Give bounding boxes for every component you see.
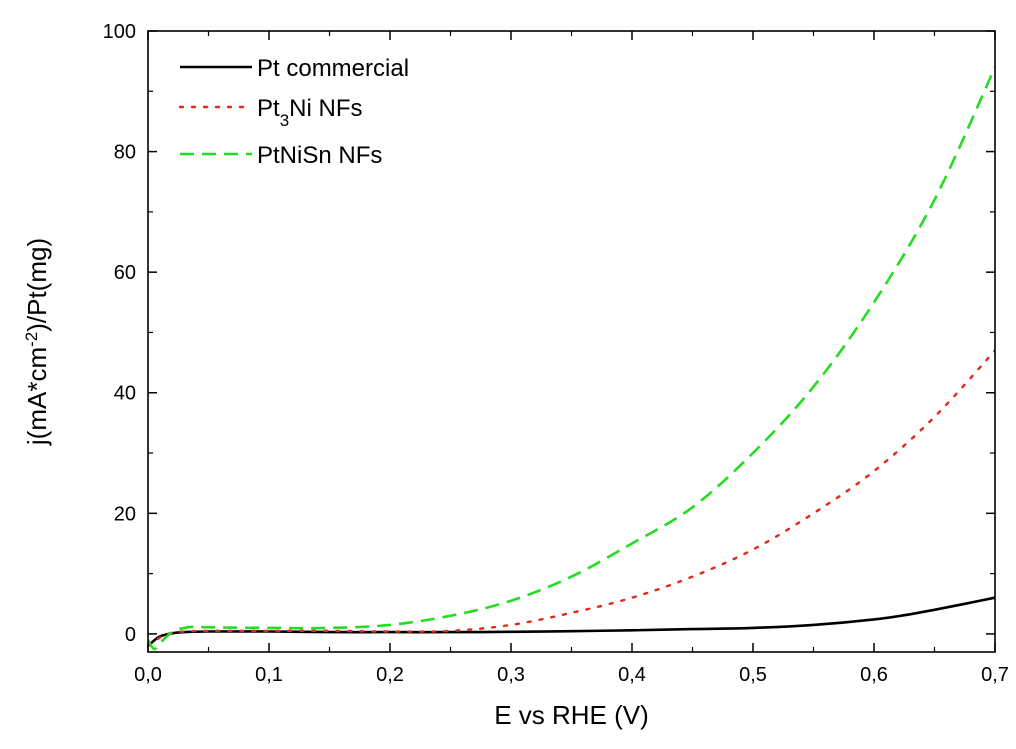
y-axis-title-rest: )/Pt(mg) (22, 238, 52, 332)
x-axis-title: E vs RHE (V) (494, 700, 649, 730)
y-tick-label: 0 (125, 624, 136, 646)
y-axis-title: j(mA*cm-2)/Pt(mg) (22, 238, 53, 446)
legend: Pt commercial Pt3Ni NFs PtNiSn NFs (178, 55, 409, 169)
x-tick-label: 0,4 (618, 664, 646, 686)
y-axis-title-superscript: -2 (22, 332, 41, 347)
legend-label-pt-commercial: Pt commercial (257, 55, 409, 82)
y-tick-label: 60 (114, 262, 136, 284)
legend-label-pt3ni-nfs: Pt3Ni NFs (257, 95, 362, 130)
x-tick-label: 0,1 (255, 664, 283, 686)
series-line-pt-commercial (148, 596, 995, 647)
x-tick-label: 0,3 (497, 664, 525, 686)
y-axis-title-main: j(mA*cm (22, 347, 52, 446)
y-tick-label: 80 (114, 142, 136, 164)
y-tick-label: 100 (103, 21, 136, 43)
legend-item-pt-commercial: Pt commercial (180, 55, 409, 82)
x-tick-label: 0,7 (981, 664, 1009, 686)
x-axis-ticks: 0,0 0,1 0,2 0,3 0,4 0,5 0,6 0,7 (134, 31, 1009, 686)
legend-label-ptnisn-nfs: PtNiSn NFs (257, 142, 382, 169)
series-layer (148, 66, 995, 651)
series-line-ptnisn-nfs (148, 66, 995, 651)
x-tick-label: 0,0 (134, 664, 162, 686)
series-line-pt3ni-nfs (148, 349, 995, 648)
legend-item-pt3ni-nfs: Pt3Ni NFs (178, 95, 362, 130)
y-tick-label: 40 (114, 383, 136, 405)
y-axis-ticks: 0 20 40 60 80 100 (103, 21, 995, 646)
svg-text:j(mA*cm-2)/Pt(mg): j(mA*cm-2)/Pt(mg) (22, 238, 53, 446)
legend-item-ptnisn-nfs: PtNiSn NFs (180, 142, 382, 169)
x-tick-label: 0,2 (376, 664, 404, 686)
x-tick-label: 0,6 (860, 664, 888, 686)
x-tick-label: 0,5 (739, 664, 767, 686)
y-tick-label: 20 (114, 503, 136, 525)
